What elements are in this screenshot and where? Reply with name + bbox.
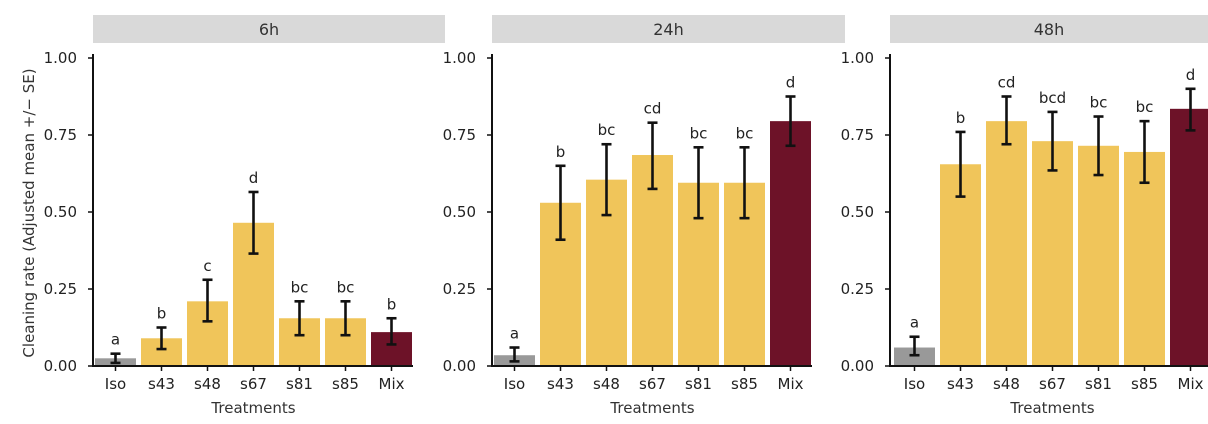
error-bar-s43: [555, 164, 566, 242]
facet-strip: [492, 15, 845, 43]
error-bar-Iso: [509, 346, 520, 363]
facet-title: 48h: [1034, 20, 1065, 39]
significance-letter-Mix: d: [1186, 66, 1196, 84]
y-tick-label: 0.75: [44, 126, 77, 144]
error-bar-Iso: [110, 352, 121, 365]
significance-letter-s43: b: [556, 143, 566, 161]
facet-strip: [93, 15, 445, 43]
y-tick-label: 0.25: [443, 280, 476, 298]
significance-letter-s85: bc: [736, 124, 754, 142]
error-bar-s85: [1139, 119, 1150, 185]
x-tick-label: Iso: [105, 375, 126, 393]
error-bar-s85: [739, 146, 750, 220]
panel-6h: 6h a Iso b s43 c s48 d s67 bc s81 bc s85 b Mix 0.00 0.25…: [44, 15, 445, 417]
x-tick-label: s48: [593, 375, 620, 393]
x-tick-label: Mix: [778, 375, 804, 393]
error-bar-s81: [1093, 115, 1104, 177]
x-tick-label: Mix: [379, 375, 405, 393]
significance-letter-s85: bc: [337, 278, 355, 296]
significance-letter-Mix: d: [786, 74, 796, 92]
error-bar-Mix: [1185, 87, 1196, 132]
x-tick-label: s81: [286, 375, 313, 393]
significance-letter-Iso: a: [111, 331, 120, 349]
significance-letter-s81: bc: [291, 278, 309, 296]
error-bar-s43: [156, 326, 167, 351]
significance-letter-s85: bc: [1136, 98, 1154, 116]
x-tick-label: s67: [1039, 375, 1066, 393]
facet-strip: [890, 15, 1208, 43]
x-tick-label: s48: [993, 375, 1020, 393]
x-axis-title: Treatments: [1009, 399, 1094, 417]
significance-letter-s43: b: [157, 305, 167, 323]
x-tick-label: Iso: [504, 375, 525, 393]
y-tick-label: 1.00: [841, 49, 874, 67]
y-tick-label: 0.50: [841, 203, 874, 221]
y-tick-label: 0.75: [841, 126, 874, 144]
y-tick-label: 0.00: [443, 357, 476, 375]
significance-letter-s67: cd: [644, 100, 662, 118]
x-tick-label: s67: [240, 375, 267, 393]
x-tick-label: s43: [148, 375, 175, 393]
x-tick-label: s85: [1131, 375, 1158, 393]
error-bar-s81: [693, 146, 704, 220]
error-bar-s67: [1047, 110, 1058, 172]
x-axis-title: Treatments: [210, 399, 295, 417]
bar-s48: [986, 121, 1027, 366]
error-bar-s48: [202, 278, 213, 323]
bar-s81: [1078, 145, 1119, 366]
error-bar-s48: [1001, 95, 1012, 146]
y-tick-label: 0.25: [841, 280, 874, 298]
x-tick-label: s81: [685, 375, 712, 393]
significance-letter-Mix: b: [387, 295, 397, 313]
error-bar-s85: [340, 300, 351, 337]
y-tick-label: 0.00: [44, 357, 77, 375]
error-bar-Mix: [386, 316, 397, 346]
x-tick-label: Iso: [904, 375, 925, 393]
error-bar-s43: [955, 130, 966, 198]
error-bar-Iso: [909, 335, 920, 357]
y-tick-label: 1.00: [44, 49, 77, 67]
y-tick-label: 0.00: [841, 357, 874, 375]
x-tick-label: s67: [639, 375, 666, 393]
x-tick-label: Mix: [1178, 375, 1204, 393]
bar-Mix: [770, 121, 811, 366]
x-tick-label: s81: [1085, 375, 1112, 393]
y-tick-label: 0.50: [443, 203, 476, 221]
significance-letter-s81: bc: [1090, 94, 1108, 112]
x-axis-title: Treatments: [609, 399, 694, 417]
x-tick-label: s48: [194, 375, 221, 393]
y-tick-label: 0.50: [44, 203, 77, 221]
y-tick-label: 0.25: [44, 280, 77, 298]
bar-s67: [1032, 141, 1073, 366]
significance-letter-s48: c: [203, 257, 211, 275]
x-tick-label: s43: [947, 375, 974, 393]
y-axis-title: Cleaning rate (Adjusted mean +/− SE): [20, 68, 38, 357]
significance-letter-s48: bc: [598, 121, 616, 139]
x-tick-label: s85: [731, 375, 758, 393]
panel-48h: 48h a Iso b s43 cd s48 bcd s67 bc s81 bc s85 d Mix 0.00…: [841, 15, 1208, 417]
significance-letter-s67: d: [249, 169, 259, 187]
x-tick-label: s85: [332, 375, 359, 393]
y-tick-label: 1.00: [443, 49, 476, 67]
facet-title: 24h: [653, 20, 684, 39]
panel-24h: 24h a Iso b s43 bc s48 cd s67 bc s81 bc s85 d Mix 0.00 0…: [443, 15, 845, 417]
x-tick-label: s43: [547, 375, 574, 393]
error-bar-s67: [248, 190, 259, 255]
bar-Mix: [1170, 108, 1208, 366]
error-bar-s81: [294, 300, 305, 337]
significance-letter-s43: b: [956, 109, 966, 127]
bar-s85: [1124, 151, 1165, 366]
error-bar-Mix: [785, 95, 796, 148]
significance-letter-s48: cd: [998, 74, 1016, 92]
bar-Iso: [894, 347, 935, 366]
facet-title: 6h: [259, 20, 279, 39]
significance-letter-Iso: a: [510, 325, 519, 343]
error-bar-s67: [647, 121, 658, 191]
error-bar-s48: [601, 142, 612, 217]
significance-letter-s81: bc: [690, 124, 708, 142]
significance-letter-s67: bcd: [1039, 89, 1066, 107]
significance-letter-Iso: a: [910, 314, 919, 332]
y-tick-label: 0.75: [443, 126, 476, 144]
